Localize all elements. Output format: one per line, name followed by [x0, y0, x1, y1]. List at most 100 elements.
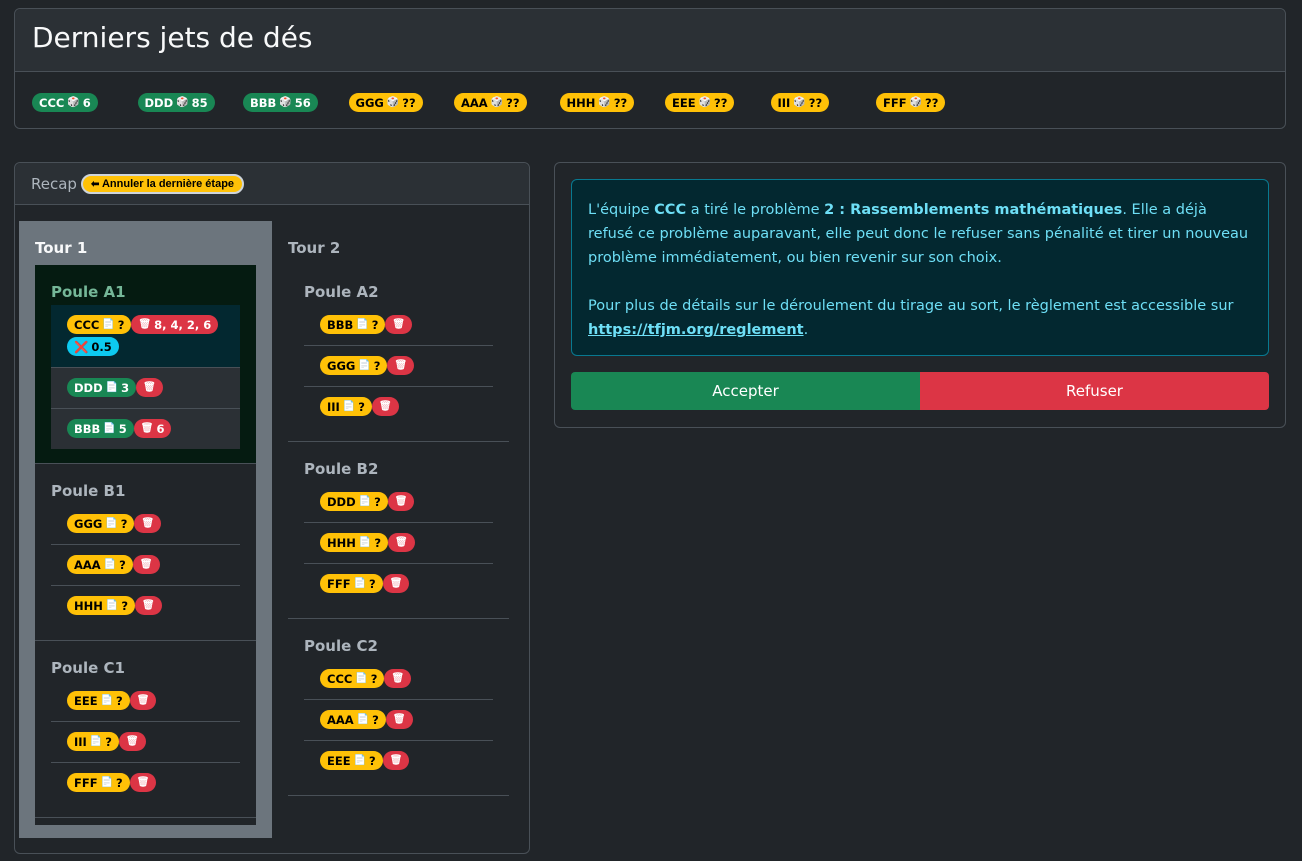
team-badge: FFF 📄? — [320, 574, 383, 593]
tour-pools: Poule A2 BBB 📄? 🗑 GGG 📄? 🗑 III 📄? 🗑 Poule B2 DDD 📄? 🗑… — [288, 265, 509, 796]
team-badge: BBB 📄 5 — [67, 419, 134, 438]
problem-number: ? — [370, 671, 378, 686]
dice-badge: DDD 🎲 85 — [137, 93, 215, 112]
problem-icon: 📄 — [100, 695, 114, 706]
problem-number: ? — [374, 494, 381, 509]
undo-button[interactable]: ⬅ Annuler la dernière étape — [80, 173, 245, 194]
problem-number: ? — [116, 775, 123, 790]
msg-text: L'équipe — [588, 202, 655, 218]
rejected-problems: 6 — [156, 421, 165, 436]
list-item: FFF 📄? 🗑 — [51, 763, 240, 803]
wastebasket-icon: 🗑 — [143, 382, 156, 393]
problem-icon: 📄 — [358, 496, 372, 507]
problem-number: ? — [121, 598, 128, 613]
info-alert: L'équipe CCC a tiré le problème 2 : Rass… — [571, 179, 1269, 356]
problem-number: ? — [373, 358, 381, 373]
problem-number: ? — [117, 317, 125, 332]
list-item: III 📄? 🗑 — [304, 387, 493, 427]
team-name: GGG — [327, 358, 356, 373]
problem-icon: 📄 — [105, 518, 118, 529]
problem-icon: 📄 — [356, 319, 369, 330]
dice-badge: HHH 🎲?? — [559, 93, 635, 112]
accept-button[interactable]: Accepter — [571, 372, 920, 410]
dice-badge: GGG 🎲?? — [348, 93, 423, 112]
team-badge: III 📄? — [320, 397, 372, 416]
wastebasket-icon: 🗑 — [136, 695, 150, 706]
problem-icon: 📄 — [356, 714, 370, 725]
wastebasket-icon: 🗑 — [142, 600, 155, 611]
problem-number: ? — [369, 576, 376, 591]
team-name: FFF — [883, 95, 907, 110]
poule: Poule A2 BBB 📄? 🗑 GGG 📄? 🗑 III 📄? 🗑 — [288, 265, 509, 442]
list-item: AAA 📄? 🗑 — [51, 545, 240, 586]
team-badge: CCC 📄? — [67, 315, 132, 334]
refuse-button[interactable]: Refuser — [920, 372, 1269, 410]
tour-1: Tour 1 Poule A1 CCC 📄? 🗑 8, 4, 2, 6 ❌ 0.5 DDD 📄 3 🗑… — [19, 221, 272, 838]
team-badge: GGG 📄? — [67, 514, 135, 533]
team-badge: AAA 📄? — [320, 710, 386, 729]
team-badge: AAA 📄? — [67, 555, 133, 574]
rejected-badge: 🗑 — [385, 315, 413, 334]
list-item: AAA 📄? 🗑 — [304, 700, 493, 741]
poule-title: Poule B1 — [51, 482, 126, 500]
poule: Poule B1 GGG 📄? 🗑 AAA 📄? 🗑 HHH 📄? 🗑 — [35, 464, 256, 641]
dice-value: ?? — [808, 95, 823, 110]
problem-icon: 📄 — [358, 537, 372, 548]
dice-value: ?? — [402, 95, 416, 110]
wastebasket-icon: 🗑 — [140, 423, 154, 434]
msg-text: . Elle a déjà refusé ce problème auparav… — [588, 202, 1249, 266]
team-name: BBB — [327, 317, 354, 332]
dice-icon: 🎲 — [279, 97, 292, 108]
list-item: GGG 📄? 🗑 — [304, 346, 493, 387]
wastebasket-icon: 🗑 — [389, 578, 403, 589]
problem-number: ? — [371, 317, 379, 332]
team-name: BBB — [250, 95, 277, 110]
poule-title: Poule A1 — [51, 283, 126, 301]
problem-icon: 📄 — [342, 401, 356, 412]
rejected-badge: 🗑 — [388, 533, 415, 552]
poule-title: Poule B2 — [304, 460, 379, 478]
wastebasket-icon: 🗑 — [392, 714, 406, 725]
team-name: DDD — [144, 95, 174, 110]
dice-badge: AAA 🎲?? — [454, 93, 527, 112]
rejected-badge: 🗑 — [132, 555, 160, 574]
team-name: DDD — [74, 380, 103, 395]
dice-icon: 🎲 — [909, 97, 923, 108]
rules-link[interactable]: https://tfjm.org/reglement — [588, 322, 804, 338]
poule-title: Poule A2 — [304, 283, 379, 301]
dice-value: 56 — [294, 95, 311, 110]
team-badge: III 📄? — [67, 732, 119, 751]
list-item: DDD 📄 3 🗑 — [51, 368, 240, 409]
problem-icon: 📄 — [105, 382, 119, 393]
penalty-badge: ❌ 0.5 — [67, 337, 119, 356]
msg-text: Pour plus de détails sur le déroulement … — [588, 298, 1234, 314]
problem-icon: 📄 — [103, 423, 116, 434]
dice-badge: BBB 🎲 56 — [243, 93, 318, 112]
msg-team: CCC — [654, 202, 687, 218]
team-badge: FFF 📄? — [67, 773, 130, 792]
team-badge: EEE 📄? — [67, 691, 130, 710]
team-name: EEE — [327, 753, 351, 768]
msg-text: a tiré le problème — [686, 202, 825, 218]
list-item: HHH 📄? 🗑 — [51, 586, 240, 626]
team-name: BBB — [74, 421, 101, 436]
rejected-problems: 8, 4, 2, 6 — [154, 317, 212, 332]
problem-number: ? — [105, 734, 112, 749]
dice-value: ?? — [925, 95, 939, 110]
wastebasket-icon: 🗑 — [138, 319, 152, 330]
penalty-value: 0.5 — [91, 339, 112, 354]
dice-badge: III 🎲?? — [770, 93, 830, 112]
problem-icon: 📄 — [89, 736, 103, 747]
dice-icon: 🎲 — [176, 97, 189, 108]
msg-text: . — [803, 322, 809, 338]
recap-label: Recap — [31, 174, 77, 193]
problem-number: ? — [374, 535, 381, 550]
list-item: CCC 📄? 🗑 8, 4, 2, 6 ❌ 0.5 — [51, 305, 240, 368]
team-name: AAA — [327, 712, 354, 727]
dice-value: ?? — [613, 95, 628, 110]
wastebasket-icon: 🗑 — [389, 755, 403, 766]
team-name: AAA — [74, 557, 101, 572]
list-item: HHH 📄? 🗑 — [304, 523, 493, 564]
problem-icon: 📄 — [102, 319, 115, 330]
poule-title: Poule C1 — [51, 659, 125, 677]
